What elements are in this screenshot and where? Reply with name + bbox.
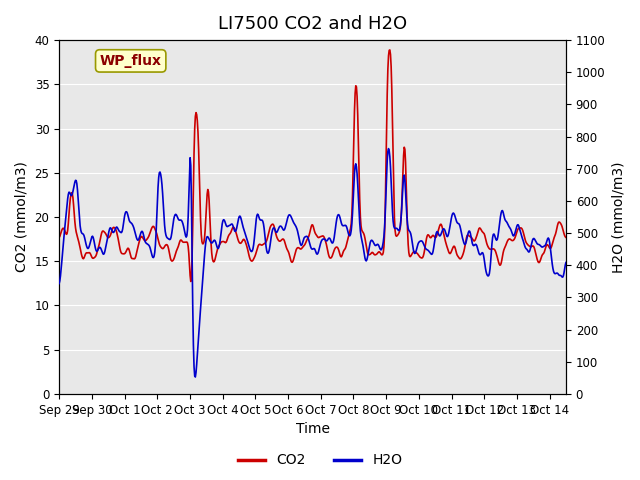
Y-axis label: H2O (mmol/m3): H2O (mmol/m3) bbox=[611, 161, 625, 273]
Title: LI7500 CO2 and H2O: LI7500 CO2 and H2O bbox=[218, 15, 407, 33]
X-axis label: Time: Time bbox=[296, 422, 330, 436]
Text: WP_flux: WP_flux bbox=[100, 54, 162, 68]
Legend: CO2, H2O: CO2, H2O bbox=[232, 448, 408, 473]
Y-axis label: CO2 (mmol/m3): CO2 (mmol/m3) bbox=[15, 162, 29, 273]
